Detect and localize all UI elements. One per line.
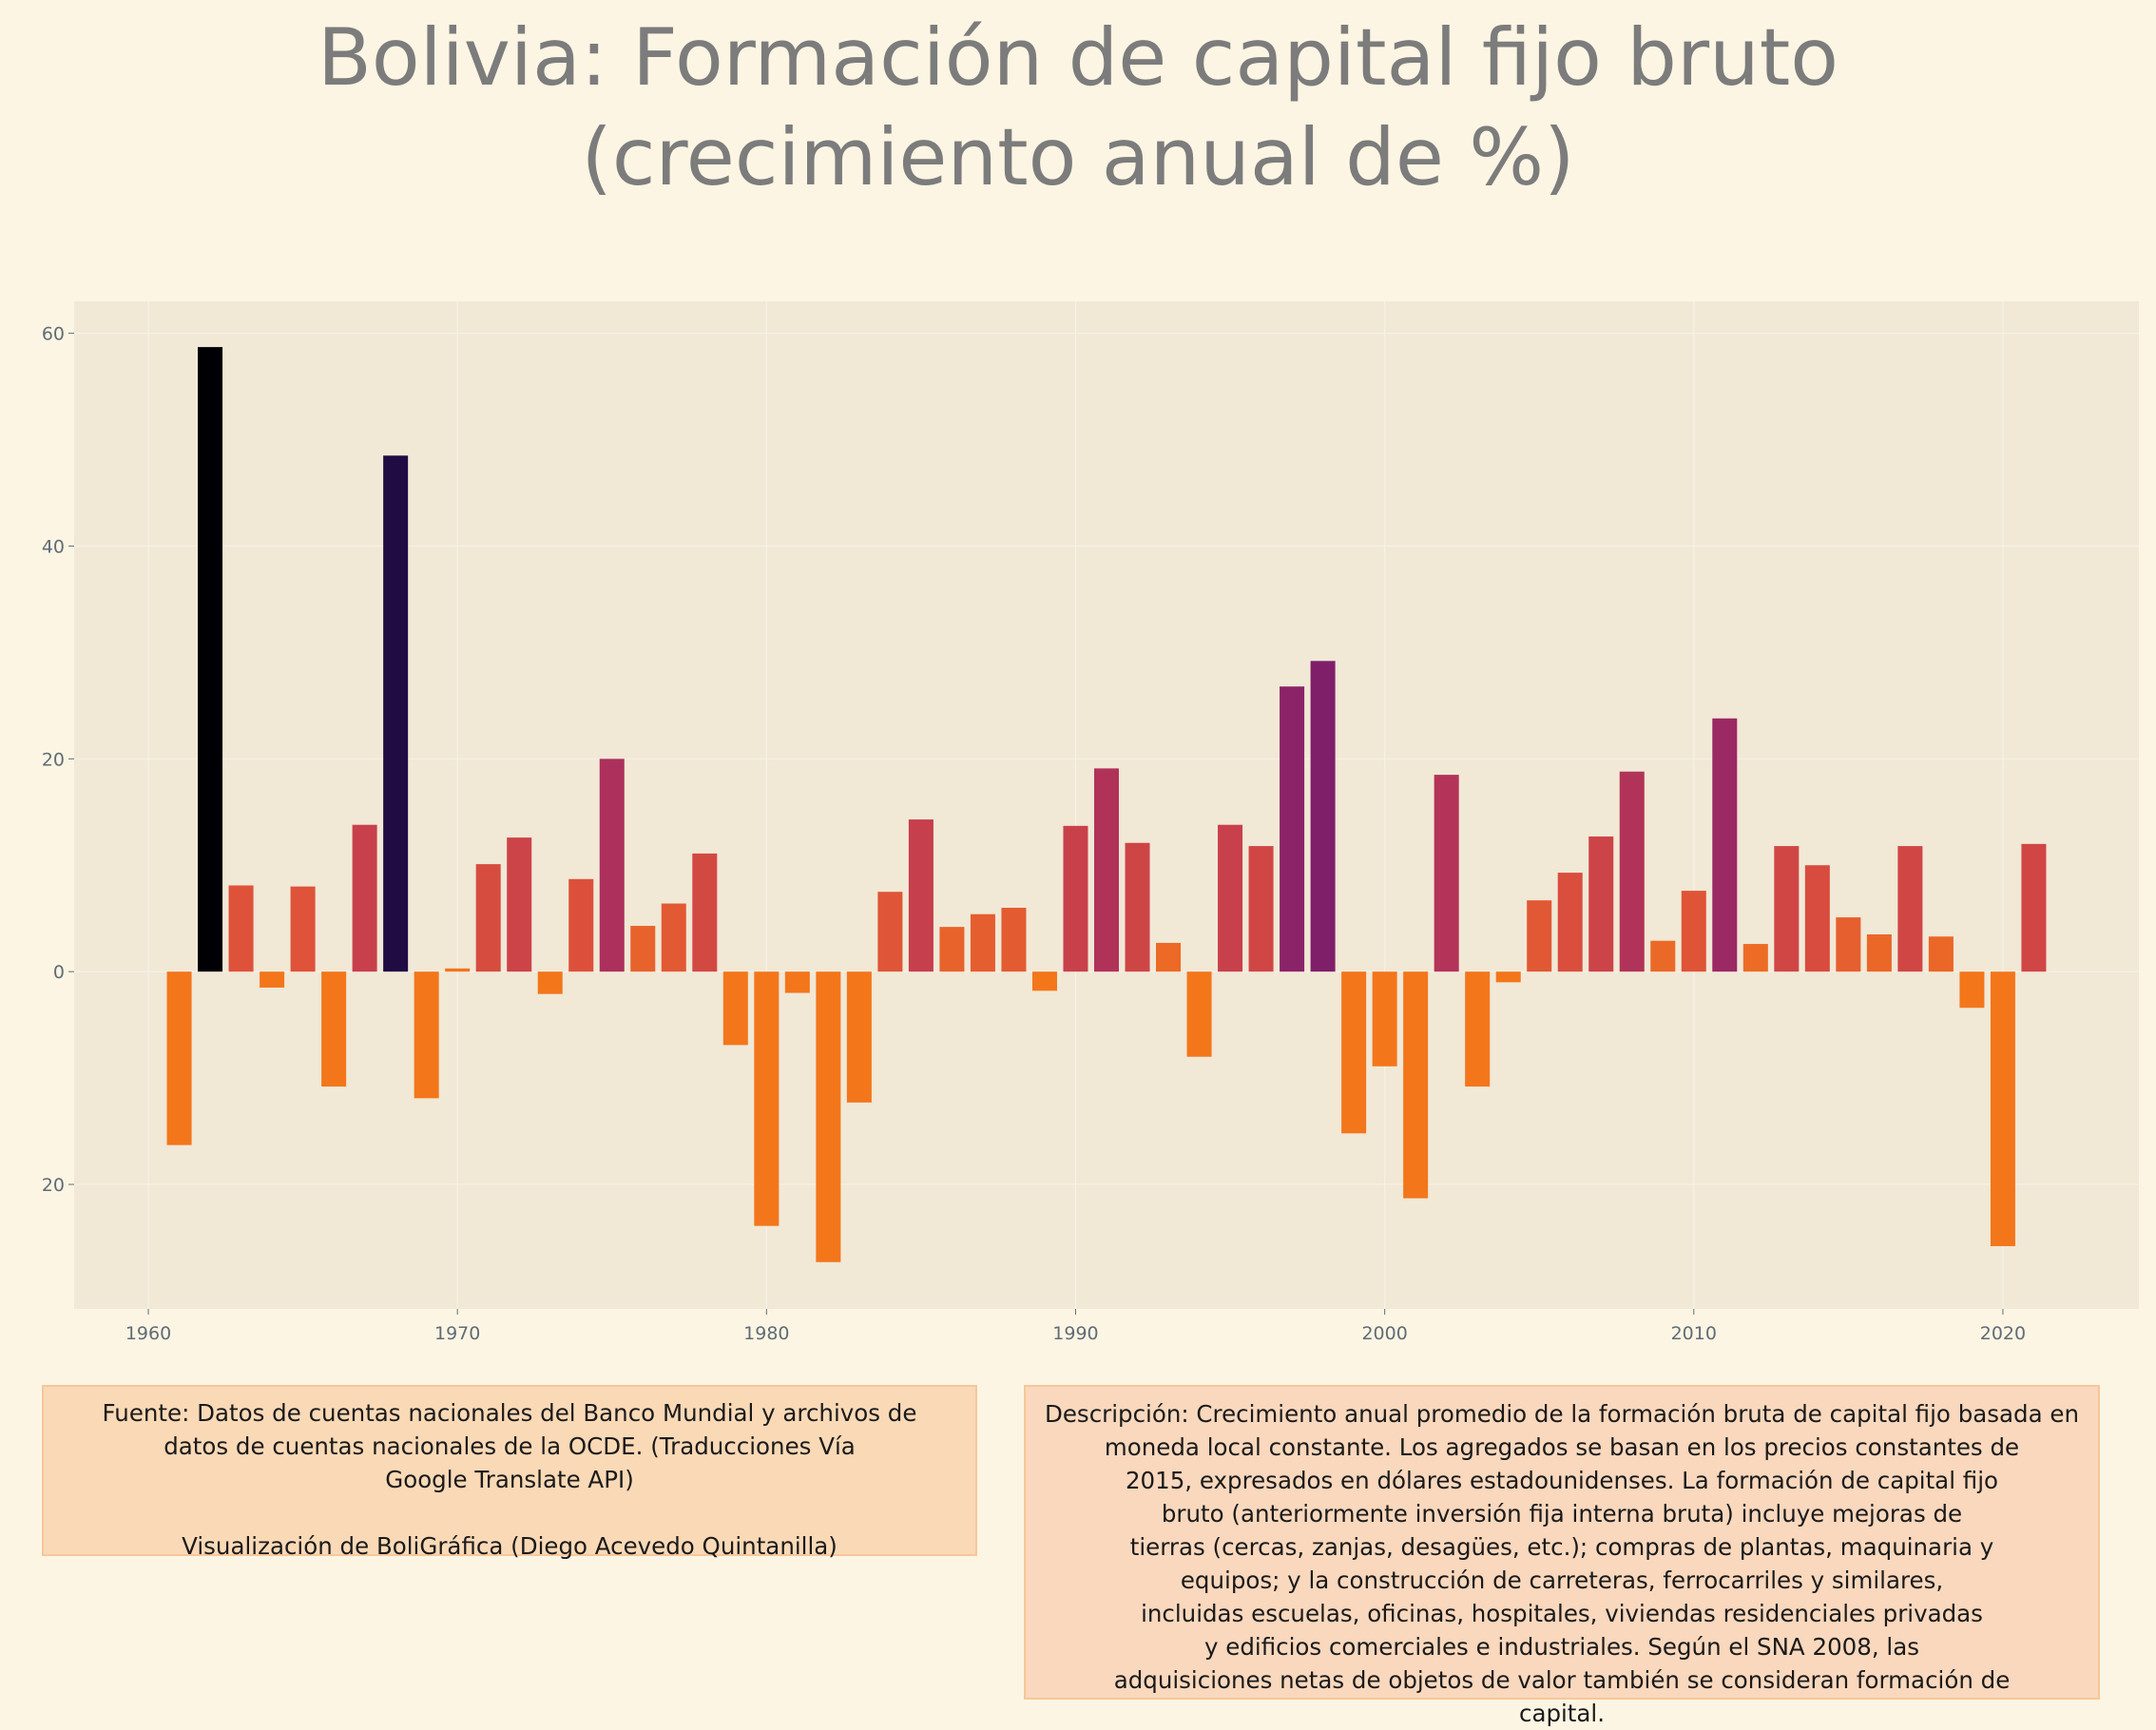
bar-2001: [1403, 971, 1428, 1198]
x-tick-label: 2020: [1980, 1323, 2026, 1344]
x-tick-label: 1980: [743, 1323, 789, 1344]
bar-1967: [353, 825, 377, 971]
bar-1997: [1280, 686, 1304, 971]
bar-chart: 1960 1970 1980 1990 2000 2010 2020 20 0 20 40 60: [0, 0, 2156, 1359]
bar-1986: [939, 927, 964, 971]
bar-1994: [1187, 971, 1212, 1057]
bar-2019: [1959, 971, 1984, 1008]
bar-1983: [847, 971, 872, 1103]
bar-1971: [476, 864, 501, 971]
description-line-5: tierras (cercas, zanjas, desagües, etc.)…: [1031, 1530, 2092, 1564]
credit-line: Visualización de BoliGráfica (Diego Acev…: [49, 1529, 970, 1563]
y-axis-ticks: 20 0 20 40 60: [42, 324, 74, 1196]
bar-1996: [1249, 846, 1274, 971]
description-line-3: 2015, expresados en dólares estadouniden…: [1031, 1464, 2092, 1497]
bar-1979: [723, 971, 748, 1045]
bar-2008: [1620, 772, 1645, 971]
bar-1961: [167, 971, 192, 1144]
x-tick-label: 2000: [1361, 1323, 1407, 1344]
x-tick-label: 1970: [434, 1323, 480, 1344]
bar-1998: [1311, 661, 1336, 971]
bar-1977: [662, 904, 686, 972]
bar-1981: [785, 971, 810, 992]
bar-1970: [445, 969, 470, 971]
bar-2013: [1774, 846, 1799, 971]
description-line-8: y edificios comerciales e industriales. …: [1031, 1630, 2092, 1663]
x-axis-ticks: 1960 1970 1980 1990 2000 2010 2020: [125, 1309, 2026, 1344]
bar-1973: [538, 971, 563, 994]
description-line-2: moneda local constante. Los agregados se…: [1031, 1431, 2092, 1464]
description-line-4: bruto (anteriormente inversión fija inte…: [1031, 1497, 2092, 1530]
bar-1972: [507, 837, 531, 971]
bar-1993: [1156, 943, 1181, 971]
x-tick-label: 1990: [1052, 1323, 1098, 1344]
bar-2006: [1558, 873, 1583, 971]
bar-2021: [2021, 844, 2046, 971]
bar-1982: [816, 971, 840, 1262]
y-tick-label: 40: [42, 536, 65, 557]
bar-1992: [1126, 843, 1150, 971]
bar-2002: [1434, 775, 1459, 971]
description-note: Descripción: Crecimiento anual promedio …: [1024, 1385, 2100, 1700]
x-tick-label: 1960: [125, 1323, 171, 1344]
y-tick-label: 60: [42, 324, 65, 345]
y-tick-label: 20: [42, 749, 65, 770]
bar-1980: [754, 971, 779, 1226]
bar-2012: [1743, 944, 1768, 971]
source-note: Fuente: Datos de cuentas nacionales del …: [42, 1385, 977, 1556]
bar-1985: [909, 819, 934, 971]
bar-1969: [414, 971, 439, 1098]
bar-1963: [229, 886, 254, 972]
bar-1966: [321, 971, 346, 1086]
bar-2017: [1897, 846, 1922, 971]
bar-1965: [291, 887, 316, 972]
bar-2005: [1527, 900, 1551, 971]
bar-1995: [1218, 825, 1242, 971]
description-line-6: equipos; y la construcción de carreteras…: [1031, 1564, 2092, 1597]
description-line-9: adquisiciones netas de objetos de valor …: [1031, 1663, 2092, 1697]
x-tick-label: 2010: [1671, 1323, 1717, 1344]
bar-1978: [692, 854, 717, 971]
bar-1964: [260, 971, 284, 988]
bar-2014: [1805, 865, 1830, 971]
source-line-3: Google Translate API): [49, 1463, 970, 1496]
bar-1988: [1001, 908, 1026, 971]
bar-1984: [877, 892, 902, 971]
bar-2011: [1712, 719, 1737, 971]
bar-1991: [1094, 768, 1119, 971]
bar-1999: [1341, 971, 1366, 1133]
bar-1976: [630, 926, 655, 971]
bar-1987: [971, 914, 995, 971]
bar-2009: [1650, 941, 1675, 971]
source-line-2: datos de cuentas nacionales de la OCDE. …: [49, 1430, 970, 1463]
bar-1990: [1063, 826, 1088, 971]
bar-2000: [1373, 971, 1397, 1067]
bar-2018: [1929, 936, 1954, 971]
bar-1968: [383, 455, 408, 971]
bar-1962: [198, 347, 222, 971]
description-line-1: Descripción: Crecimiento anual promedio …: [1031, 1397, 2092, 1431]
bar-2003: [1465, 971, 1490, 1086]
bar-2004: [1496, 971, 1521, 982]
description-line-7: incluidas escuelas, oficinas, hospitales…: [1031, 1597, 2092, 1630]
y-tick-label: 0: [53, 962, 65, 983]
bar-1974: [568, 879, 593, 971]
source-line-1: Fuente: Datos de cuentas nacionales del …: [49, 1396, 970, 1430]
description-line-10: capital.: [1031, 1697, 2092, 1730]
bar-2020: [1991, 971, 2015, 1246]
bar-2015: [1836, 917, 1860, 971]
bar-1975: [600, 759, 625, 971]
bar-2016: [1867, 934, 1892, 971]
bar-1989: [1032, 971, 1057, 990]
bar-2010: [1682, 891, 1706, 971]
y-tick-label: 20: [42, 1175, 65, 1196]
bar-2007: [1588, 836, 1613, 971]
